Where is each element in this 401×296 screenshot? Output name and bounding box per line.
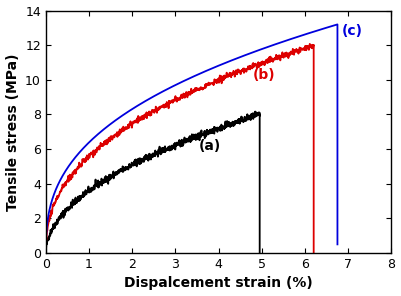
- Text: (c): (c): [342, 24, 363, 38]
- Y-axis label: Tensile stress (MPa): Tensile stress (MPa): [6, 53, 20, 210]
- X-axis label: Dispalcement strain (%): Dispalcement strain (%): [124, 276, 313, 290]
- Text: (b): (b): [253, 68, 276, 82]
- Text: (a): (a): [199, 139, 221, 153]
